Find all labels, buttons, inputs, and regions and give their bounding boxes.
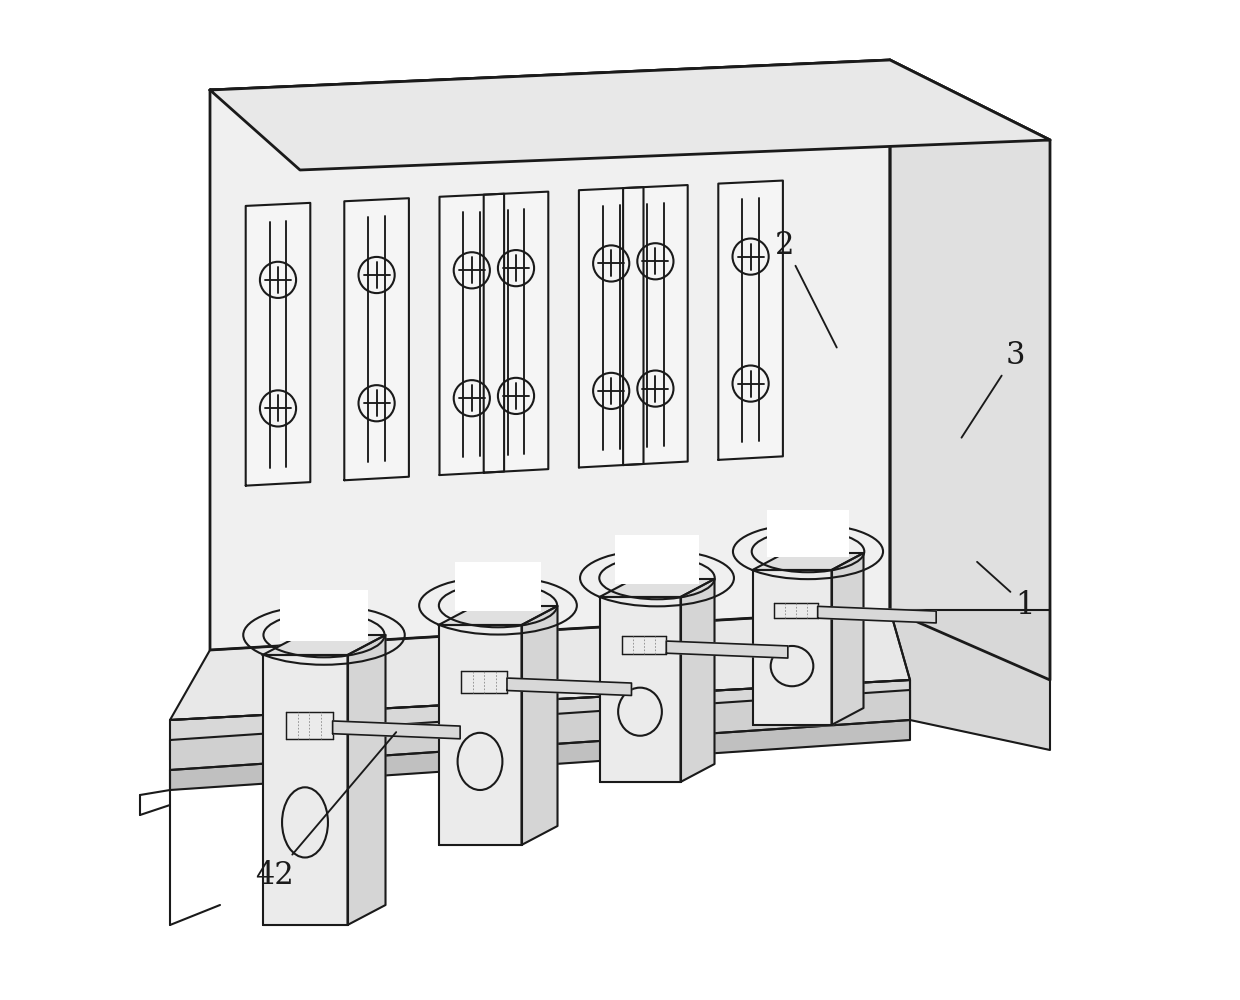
Text: 3: 3	[961, 340, 1024, 438]
Text: 42: 42	[255, 732, 397, 890]
Polygon shape	[246, 203, 310, 486]
Polygon shape	[210, 60, 1050, 140]
Text: 2: 2	[775, 230, 837, 348]
Polygon shape	[615, 535, 699, 584]
Polygon shape	[766, 510, 849, 557]
Polygon shape	[599, 579, 714, 597]
Polygon shape	[484, 192, 548, 473]
Polygon shape	[439, 194, 505, 475]
Polygon shape	[753, 570, 832, 725]
Polygon shape	[263, 655, 347, 925]
Polygon shape	[507, 678, 631, 695]
Polygon shape	[455, 562, 542, 611]
Polygon shape	[170, 680, 910, 760]
Polygon shape	[817, 606, 936, 623]
Polygon shape	[681, 579, 714, 782]
Polygon shape	[599, 597, 681, 782]
Polygon shape	[279, 590, 368, 641]
Polygon shape	[666, 641, 787, 658]
Polygon shape	[263, 635, 386, 655]
Polygon shape	[832, 553, 863, 725]
Polygon shape	[890, 60, 1050, 680]
Polygon shape	[753, 553, 863, 570]
Polygon shape	[170, 720, 910, 790]
Polygon shape	[332, 721, 460, 739]
Polygon shape	[345, 198, 409, 480]
Polygon shape	[890, 610, 1050, 750]
Polygon shape	[210, 60, 1050, 170]
Polygon shape	[579, 187, 644, 467]
Polygon shape	[170, 690, 910, 770]
Text: 1: 1	[977, 562, 1034, 620]
Polygon shape	[624, 185, 688, 465]
Polygon shape	[170, 610, 910, 720]
Polygon shape	[718, 181, 782, 460]
Polygon shape	[439, 625, 522, 845]
Polygon shape	[210, 60, 890, 650]
Polygon shape	[439, 606, 558, 625]
Polygon shape	[522, 606, 558, 845]
Polygon shape	[347, 635, 386, 925]
